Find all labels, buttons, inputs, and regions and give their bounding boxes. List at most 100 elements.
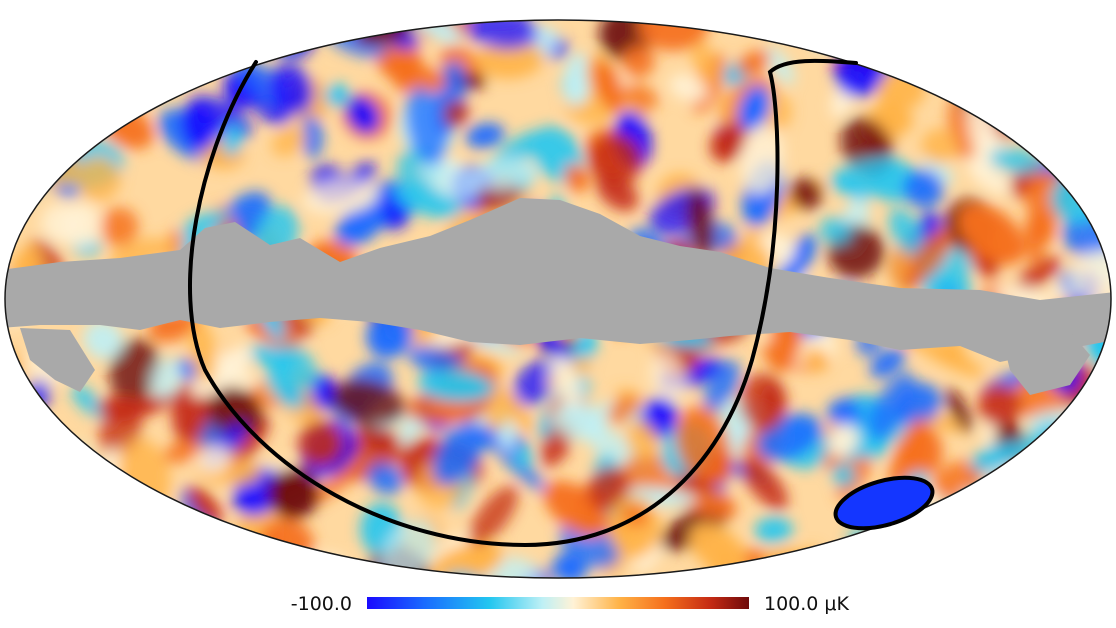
- anisotropy-blob: [1087, 117, 1111, 166]
- anisotropy-blob: [741, 458, 788, 511]
- anisotropy-blob: [1013, 20, 1042, 31]
- anisotropy-blob: [187, 486, 223, 526]
- anisotropy-blob: [1011, 87, 1076, 110]
- anisotropy-blob: [297, 420, 343, 466]
- anisotropy-blob: [869, 348, 906, 378]
- anisotropy-blob: [819, 217, 853, 245]
- anisotropy-blob: [513, 359, 557, 407]
- anisotropy-blob: [868, 541, 932, 578]
- cold-spot-region: [833, 475, 935, 531]
- anisotropy-blob: [1083, 171, 1111, 208]
- anisotropy-blob: [872, 559, 899, 578]
- anisotropy-blob: [197, 445, 232, 474]
- anisotropy-blob: [41, 27, 81, 54]
- anisotropy-blob: [623, 83, 659, 110]
- anisotropy-blob: [990, 474, 1017, 513]
- colorbar-min-label: -100.0: [291, 593, 352, 615]
- anisotropy-blob: [875, 20, 932, 37]
- anisotropy-blob: [736, 50, 771, 76]
- anisotropy-blob: [1045, 469, 1069, 490]
- anisotropy-blob: [1011, 560, 1066, 578]
- anisotropy-blob: [905, 228, 953, 285]
- anisotropy-blob: [223, 125, 242, 157]
- anisotropy-blob: [691, 38, 717, 84]
- anisotropy-blob: [650, 350, 686, 404]
- anisotropy-blob: [42, 483, 80, 550]
- anisotropy-blob: [5, 156, 13, 204]
- anisotropy-blob: [54, 106, 108, 130]
- anisotropy-blob: [1013, 70, 1061, 133]
- sky-boundary-ellipse: [4, 19, 1112, 579]
- anisotropy-blob: [70, 65, 93, 88]
- anisotropy-blob: [324, 83, 350, 107]
- anisotropy-blob: [129, 535, 166, 578]
- anisotropy-blob: [405, 86, 448, 166]
- anisotropy-blob: [1005, 24, 1070, 59]
- anisotropy-blob: [687, 189, 715, 260]
- anisotropy-blob: [5, 539, 30, 559]
- region-outline-curve: [188, 58, 858, 548]
- anisotropy-blob: [1072, 111, 1111, 150]
- anisotropy-blob: [983, 536, 1008, 578]
- anisotropy-blob: [1048, 52, 1087, 90]
- anisotropy-blob: [7, 67, 35, 95]
- anisotropy-blob: [551, 354, 582, 406]
- anisotropy-blob: [587, 466, 630, 512]
- anisotropy-blob: [921, 157, 954, 186]
- anisotropy-blob: [889, 208, 925, 257]
- anisotropy-blob: [950, 521, 991, 562]
- anisotropy-blob: [932, 530, 976, 578]
- anisotropy-blob: [465, 123, 505, 148]
- anisotropy-blob: [29, 83, 54, 102]
- anisotropy-blob: [494, 444, 548, 493]
- anisotropy-blob: [1043, 73, 1077, 108]
- colorbar-gradient: [367, 597, 749, 609]
- anisotropy-blob: [5, 449, 33, 503]
- anisotropy-blob: [625, 419, 659, 461]
- mask-lobe-left: [20, 328, 95, 392]
- anisotropy-blob: [739, 372, 788, 432]
- anisotropy-blob: [83, 21, 107, 62]
- anisotropy-blob: [1097, 23, 1111, 50]
- anisotropy-blob: [25, 514, 85, 562]
- anisotropy-blob: [267, 468, 320, 520]
- anisotropy-blob: [1024, 494, 1077, 556]
- anisotropy-blob: [1050, 497, 1099, 547]
- anisotropy-blob: [995, 543, 1047, 578]
- anisotropy-blob: [1035, 560, 1102, 578]
- anisotropy-blob: [96, 396, 144, 417]
- anisotropy-blob: [786, 20, 831, 37]
- anisotropy-blob: [1031, 504, 1102, 550]
- anisotropy-blob: [689, 522, 746, 575]
- anisotropy-blob: [265, 369, 304, 410]
- anisotropy-blob: [903, 169, 944, 208]
- anisotropy-blob: [274, 344, 318, 391]
- anisotropy-blob: [969, 161, 1012, 195]
- anisotropy-blob: [72, 561, 139, 578]
- anisotropy-blob: [789, 177, 823, 210]
- anisotropy-blob: [417, 369, 494, 403]
- anisotropy-blob: [955, 519, 1021, 545]
- anisotropy-blob: [432, 422, 485, 486]
- anisotropy-blob: [367, 462, 404, 495]
- anisotropy-blob: [709, 123, 747, 163]
- anisotropy-blob: [703, 360, 741, 412]
- mask-lobe-right: [1000, 330, 1090, 395]
- anisotropy-blob: [76, 477, 106, 513]
- anisotropy-blob: [108, 56, 137, 79]
- anisotropy-blob: [181, 101, 217, 152]
- anisotropy-blob: [76, 92, 96, 131]
- anisotropy-blob: [5, 68, 48, 107]
- anisotropy-blob: [100, 207, 139, 246]
- anisotropy-blob: [832, 463, 856, 487]
- anisotropy-blob: [665, 479, 738, 519]
- anisotropy-blob: [39, 120, 76, 170]
- anisotropy-blob: [1020, 20, 1056, 31]
- anisotropy-blob: [83, 320, 124, 360]
- anisotropy-blob: [93, 541, 165, 578]
- anisotropy-blob: [5, 120, 37, 161]
- anisotropy-blob: [5, 20, 38, 66]
- anisotropy-blob: [5, 20, 45, 67]
